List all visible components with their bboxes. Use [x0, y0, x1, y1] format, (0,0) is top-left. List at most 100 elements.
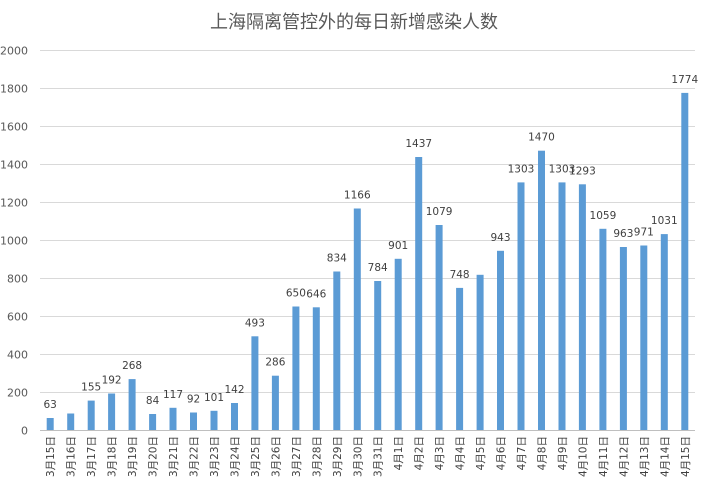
bar [599, 228, 607, 430]
data-label: 1470 [528, 132, 555, 144]
x-tick-label: 4月7日 [516, 436, 528, 470]
bar [292, 306, 300, 430]
bar [149, 414, 157, 430]
bar [231, 403, 238, 430]
data-label: 901 [388, 240, 408, 252]
bar [251, 336, 259, 430]
x-tick-label: 4月8日 [537, 436, 549, 470]
y-tick-label: 1200 [0, 197, 28, 210]
y-tick-label: 400 [7, 349, 28, 362]
x-tick-label: 3月15日 [45, 436, 57, 477]
bar [415, 157, 423, 430]
x-tick-label: 3月21日 [168, 436, 180, 477]
x-tick-label: 4月11日 [598, 436, 610, 477]
data-label: 63 [44, 399, 57, 411]
data-label: 1774 [671, 74, 698, 86]
bar [128, 379, 136, 430]
bar [456, 287, 464, 430]
x-tick-label: 3月23日 [209, 436, 221, 477]
y-tick-label: 800 [7, 273, 28, 286]
chart-title: 上海隔离管控外的每日新增感染人数 [210, 12, 498, 33]
bar [190, 412, 197, 430]
data-label: 1303 [508, 163, 535, 175]
bar [312, 307, 320, 430]
data-label: 155 [81, 382, 101, 394]
data-label: 784 [368, 262, 388, 274]
bar [476, 274, 484, 430]
x-tick-label: 3月25日 [250, 436, 262, 477]
x-tick-label: 4月9日 [557, 436, 569, 470]
bar [538, 150, 545, 430]
x-tick-label: 4月12日 [618, 436, 630, 477]
data-label: 142 [224, 384, 244, 396]
y-tick-label: 1600 [0, 121, 28, 134]
x-tick-label: 3月22日 [189, 436, 201, 477]
data-label: 971 [634, 227, 654, 239]
bar [46, 418, 54, 430]
data-label: 493 [245, 317, 265, 329]
data-label: 646 [306, 288, 326, 300]
x-tick-label: 3月20日 [148, 436, 160, 477]
x-tick-label: 3月16日 [66, 436, 78, 477]
bar [271, 375, 279, 430]
bar [108, 393, 116, 430]
data-label: 92 [187, 394, 200, 406]
x-tick-label: 4月2日 [414, 436, 426, 470]
x-tick-label: 4月1日 [393, 436, 405, 470]
x-axis-categories: 3月15日 3月16日 3月17日 3月18日 3月19日 3月20日 3月21日 3月22日… [45, 436, 692, 477]
x-tick-label: 3月28日 [311, 436, 323, 477]
x-tick-label: 4月15日 [680, 436, 692, 477]
y-tick-label: 1800 [0, 83, 28, 96]
data-label: 748 [450, 269, 470, 281]
bar [87, 400, 95, 430]
data-label: 1079 [426, 206, 453, 218]
x-tick-label: 3月30日 [352, 436, 364, 477]
data-label: 1059 [590, 210, 617, 222]
bar [67, 413, 75, 430]
data-label: 84 [146, 395, 160, 407]
data-label: 1303 [549, 163, 576, 175]
y-tick-label: 1000 [0, 235, 28, 248]
data-label: 834 [327, 253, 347, 265]
data-label: 650 [286, 288, 306, 300]
data-label: 101 [204, 392, 224, 404]
x-tick-label: 3月27日 [291, 436, 303, 477]
bar [578, 184, 586, 430]
data-label: 943 [490, 232, 510, 244]
bar [210, 410, 218, 430]
bar [558, 182, 566, 430]
data-label: 1293 [569, 165, 596, 177]
data-label: 1031 [651, 215, 678, 227]
bar [619, 247, 627, 430]
data-label: 268 [122, 360, 142, 372]
x-tick-label: 3月31日 [373, 436, 385, 477]
x-tick-label: 4月14日 [659, 436, 671, 477]
x-tick-label: 4月5日 [475, 436, 487, 470]
x-tick-label: 4月3日 [434, 436, 446, 470]
y-axis-ticks: 0 200 400 600 800 1000 1200 1400 1600 1800 2000 [0, 45, 28, 438]
data-label: 192 [102, 375, 122, 387]
y-tick-label: 200 [7, 387, 28, 400]
x-tick-label: 3月24日 [230, 436, 242, 477]
data-label: 117 [163, 389, 183, 401]
x-tick-label: 4月4日 [455, 436, 467, 470]
bar [640, 245, 648, 430]
bar [435, 225, 443, 430]
x-tick-label: 4月10日 [577, 436, 589, 477]
bar [517, 182, 525, 430]
data-label: 1166 [344, 190, 371, 202]
bar [660, 234, 668, 430]
x-tick-label: 4月6日 [496, 436, 508, 470]
data-label: 1437 [405, 138, 432, 150]
y-tick-label: 0 [21, 425, 28, 438]
data-label: 286 [265, 357, 285, 369]
y-tick-label: 1400 [0, 159, 28, 172]
bar [333, 271, 341, 430]
bar [681, 92, 689, 431]
grid-layer [40, 50, 695, 431]
bar [497, 250, 504, 430]
x-tick-label: 3月29日 [332, 436, 344, 477]
